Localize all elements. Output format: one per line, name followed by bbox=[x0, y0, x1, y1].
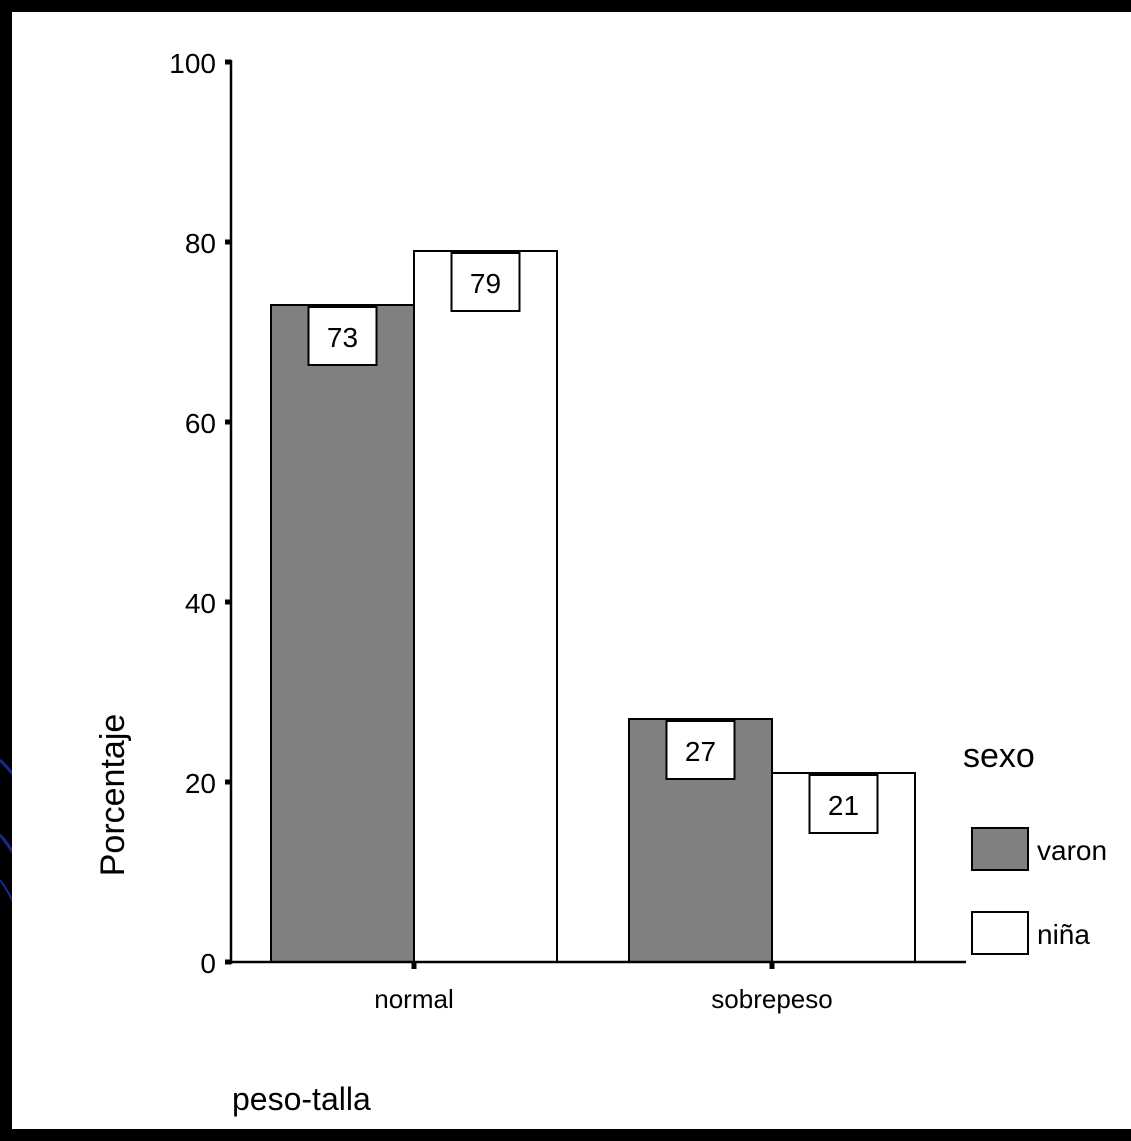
data-label-box bbox=[808, 774, 879, 834]
data-label: 21 bbox=[828, 790, 859, 821]
y-tick-label: 100 bbox=[169, 48, 216, 79]
data-label: 73 bbox=[327, 322, 358, 353]
data-label-box bbox=[665, 720, 736, 780]
chart-panel bbox=[12, 12, 1131, 1129]
y-tick-label: 40 bbox=[185, 588, 216, 619]
legend-swatch-niña bbox=[971, 911, 1029, 955]
y-tick-label: 60 bbox=[185, 408, 216, 439]
legend-entry: varon bbox=[1037, 835, 1107, 866]
x-tick-label-sobrepeso: sobrepeso bbox=[711, 984, 832, 1014]
data-label-box bbox=[307, 306, 378, 366]
data-label-box bbox=[450, 252, 521, 312]
x-axis-label: peso-talla bbox=[232, 1081, 371, 1117]
legend: sexo varon niña bbox=[963, 737, 1107, 955]
y-tick-label: 0 bbox=[200, 948, 216, 979]
legend-entry: niña bbox=[1037, 919, 1090, 950]
legend-title: sexo bbox=[963, 737, 1035, 775]
data-label: 79 bbox=[470, 268, 501, 299]
bar-varon-normal bbox=[270, 304, 415, 963]
y-axis-label: Porcentaje bbox=[94, 714, 132, 877]
x-tick-label-normal: normal bbox=[374, 984, 453, 1014]
legend-swatch-varon bbox=[971, 827, 1029, 871]
bar-niña-normal bbox=[413, 250, 558, 963]
y-tick-label: 20 bbox=[185, 768, 216, 799]
data-label: 27 bbox=[685, 736, 716, 767]
y-tick-label: 80 bbox=[185, 228, 216, 259]
